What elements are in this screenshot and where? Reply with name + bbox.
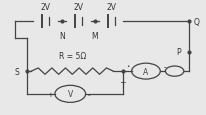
Text: A: A bbox=[143, 67, 149, 76]
Text: +: + bbox=[47, 91, 53, 97]
Text: R = 5Ω: R = 5Ω bbox=[59, 51, 86, 60]
Text: 2V: 2V bbox=[74, 3, 83, 12]
Text: 2V: 2V bbox=[41, 3, 51, 12]
Text: V: V bbox=[68, 90, 73, 98]
Text: T: T bbox=[121, 82, 126, 91]
Text: •: • bbox=[126, 63, 129, 68]
Text: M: M bbox=[91, 32, 98, 41]
Text: Q: Q bbox=[194, 17, 200, 26]
Text: -: - bbox=[88, 91, 90, 97]
Text: N: N bbox=[59, 32, 65, 41]
Text: 2V: 2V bbox=[106, 3, 116, 12]
Text: P: P bbox=[176, 48, 181, 57]
Text: -: - bbox=[163, 63, 166, 71]
Text: S: S bbox=[14, 67, 19, 76]
